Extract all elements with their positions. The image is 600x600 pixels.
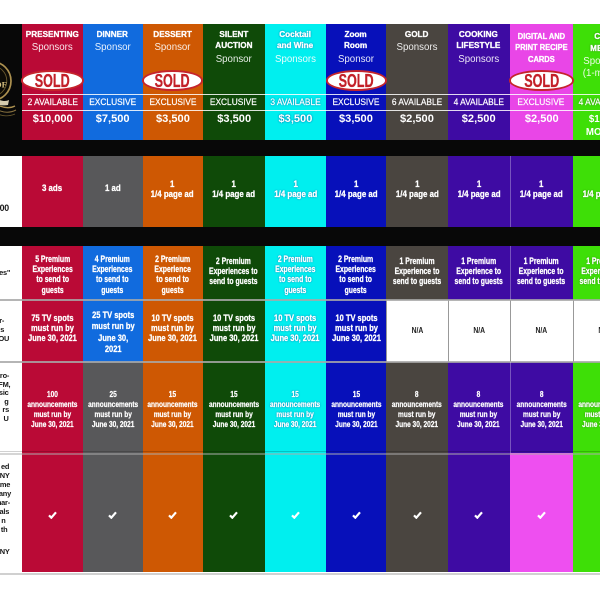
svg-text:OF: OF <box>0 80 7 90</box>
